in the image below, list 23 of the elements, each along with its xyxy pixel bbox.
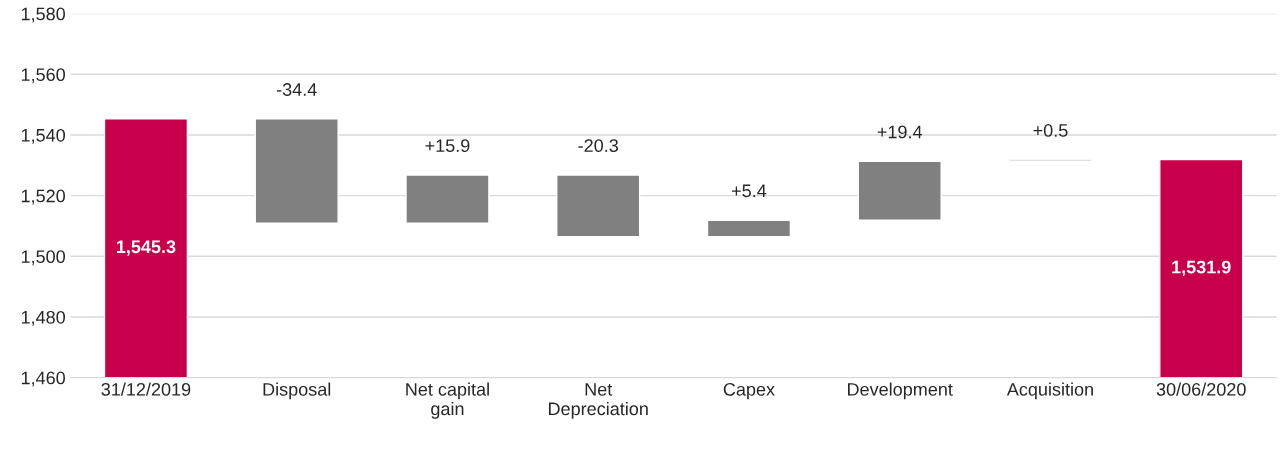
data-label: +0.5 (1033, 124, 1068, 137)
y-tick-label: 1,480 (21, 310, 65, 326)
y-tick-label: 1,520 (21, 189, 65, 205)
data-label: +15.9 (425, 139, 470, 153)
x-tick-label: 30/06/2020 (1156, 382, 1246, 396)
data-label: +19.4 (877, 125, 923, 139)
x-tick-label: Development (848, 382, 953, 400)
data-label: +5.4 (732, 184, 767, 198)
y-tick-label: 1,460 (21, 371, 65, 387)
x-tick-label: Disposal (263, 382, 331, 400)
data-label: -20.3 (578, 139, 618, 153)
x-tick-label: Net Depreciation (549, 383, 648, 419)
data-label: -34.4 (276, 83, 317, 96)
data-label: 1,545.3 (116, 240, 176, 256)
x-tick-label: Net capital gain (406, 382, 489, 419)
y-tick-label: 1,560 (21, 68, 65, 84)
y-tick-label: 1,540 (21, 128, 65, 144)
x-tick-label: Acquisition (1006, 382, 1093, 400)
x-tick-label: Capex (723, 382, 775, 400)
x-tick-label: 31/12/2019 (101, 382, 191, 396)
y-tick-label: 1,580 (21, 7, 65, 23)
y-tick-label: 1,500 (21, 250, 65, 266)
data-label: 1,531.9 (1172, 260, 1231, 277)
